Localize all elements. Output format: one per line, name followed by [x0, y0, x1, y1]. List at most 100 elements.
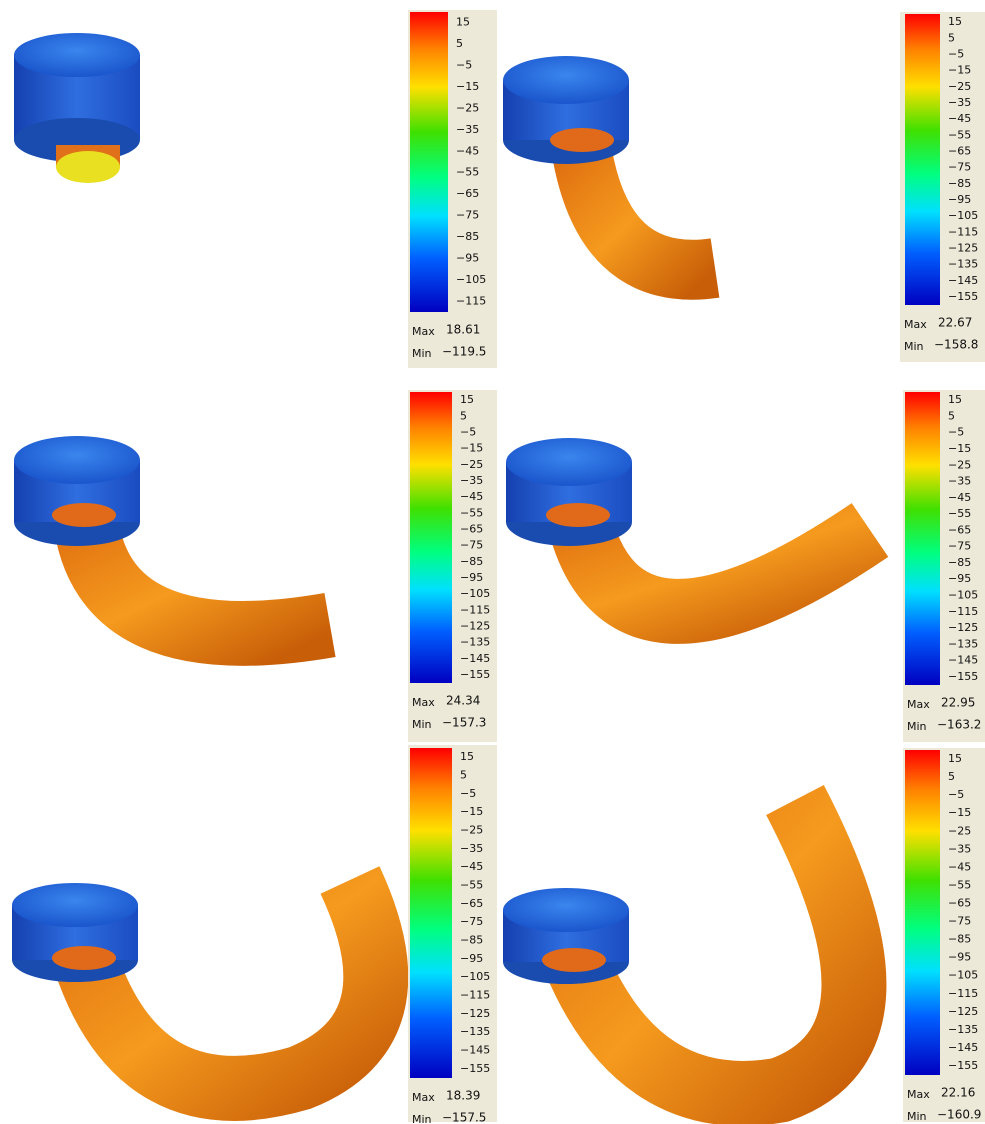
- min-label: Min: [412, 347, 432, 360]
- min-value: −157.5: [442, 1111, 486, 1124]
- legend-label: −35: [948, 96, 971, 109]
- color-bar: [905, 750, 940, 1075]
- legend-label: −25: [948, 824, 971, 837]
- legend-label: −55: [948, 128, 971, 141]
- legend-label: −145: [460, 652, 490, 665]
- legend-label: −85: [456, 230, 479, 243]
- legend-label: −5: [948, 47, 964, 60]
- min-value: −119.5: [442, 345, 486, 359]
- legend-label: −95: [456, 251, 479, 264]
- legend-label: −105: [948, 588, 978, 601]
- legend-label: −75: [948, 915, 971, 928]
- legend-label: −115: [948, 225, 978, 238]
- min-label: Min: [904, 340, 924, 353]
- legend-label: −85: [460, 934, 483, 947]
- min-label: Min: [907, 720, 927, 733]
- legend-label: −105: [948, 209, 978, 222]
- legend-label: −15: [460, 442, 483, 455]
- legend-label: −25: [460, 824, 483, 837]
- legend-label: −95: [460, 952, 483, 965]
- legend-label: −125: [460, 1007, 490, 1020]
- legend-label: −65: [948, 896, 971, 909]
- legends: 155−5−15−25−35−45−55−65−75−85−95−105−115…: [408, 10, 985, 1124]
- legend-label: 15: [948, 393, 962, 406]
- max-label: Max: [907, 1088, 930, 1101]
- legend-label: −95: [948, 951, 971, 964]
- legend-label: −65: [460, 897, 483, 910]
- max-value: 22.16: [941, 1086, 975, 1100]
- legend-label: −155: [948, 1059, 978, 1072]
- legend-label: −15: [456, 80, 479, 93]
- legend-label: 5: [948, 409, 955, 422]
- max-value: 24.34: [446, 694, 480, 708]
- max-value: 22.95: [941, 696, 975, 710]
- legend-label: −55: [948, 507, 971, 520]
- legend-label: −75: [460, 915, 483, 928]
- max-label: Max: [412, 1091, 435, 1104]
- legend-label: −85: [948, 177, 971, 190]
- max-label: Max: [412, 696, 435, 709]
- legend-label: −45: [456, 144, 479, 157]
- legend-label: −105: [456, 273, 486, 286]
- legend-label: −125: [948, 621, 978, 634]
- legend-label: −5: [948, 426, 964, 439]
- legend-label: −135: [948, 637, 978, 650]
- legend-label: −35: [460, 474, 483, 487]
- legend-label: −125: [460, 619, 490, 632]
- legend-label: −5: [460, 787, 476, 800]
- legend-label: −55: [460, 506, 483, 519]
- color-bar: [410, 392, 452, 683]
- legend-label: −5: [456, 59, 472, 72]
- legend-label: −45: [460, 490, 483, 503]
- legend-label: −75: [456, 209, 479, 222]
- legend-label: −95: [460, 571, 483, 584]
- color-bar: [410, 12, 448, 312]
- legend-label: −145: [948, 274, 978, 287]
- legend-label: −15: [948, 442, 971, 455]
- legend-label: −115: [948, 605, 978, 618]
- legend-label: −65: [456, 187, 479, 200]
- legend-label: 5: [460, 409, 467, 422]
- legend-label: −135: [948, 1023, 978, 1036]
- legend-label: 5: [456, 37, 463, 50]
- min-value: −158.8: [934, 338, 978, 352]
- legend-label: −75: [948, 161, 971, 174]
- min-value: −160.9: [937, 1108, 981, 1122]
- legend-label: −155: [460, 668, 490, 681]
- color-bar: [410, 748, 452, 1078]
- legend-label: −125: [948, 1005, 978, 1018]
- legend-label: −55: [456, 166, 479, 179]
- legend-label: −35: [948, 475, 971, 488]
- legend-label: −35: [460, 842, 483, 855]
- min-value: −163.2: [937, 718, 981, 732]
- legend-label: −115: [460, 603, 490, 616]
- legend-label: −45: [948, 860, 971, 873]
- legend-label: −105: [460, 587, 490, 600]
- max-label: Max: [904, 318, 927, 331]
- legend-label: −25: [948, 80, 971, 93]
- legend-label: −25: [456, 101, 479, 114]
- legend-label: −75: [948, 540, 971, 553]
- legend-label: −155: [460, 1062, 490, 1075]
- legend-label: −45: [460, 860, 483, 873]
- max-value: 18.39: [446, 1089, 480, 1103]
- legend-label: −155: [948, 290, 978, 303]
- legend-label: −55: [948, 878, 971, 891]
- legend-label: −15: [460, 805, 483, 818]
- legend-label: −25: [948, 458, 971, 471]
- legend-label: 5: [460, 769, 467, 782]
- legend-label: −35: [948, 842, 971, 855]
- min-label: Min: [412, 1113, 432, 1124]
- legend-label: −135: [460, 1025, 490, 1038]
- legend-label: −45: [948, 491, 971, 504]
- max-value: 18.61: [446, 323, 480, 337]
- legend-label: −135: [460, 636, 490, 649]
- max-label: Max: [412, 325, 435, 338]
- legend-label: −5: [460, 425, 476, 438]
- max-value: 22.67: [938, 316, 972, 330]
- legend-label: 15: [460, 750, 474, 763]
- color-bar: [905, 392, 940, 685]
- legend-label: −5: [948, 788, 964, 801]
- legend-label: −145: [948, 1041, 978, 1054]
- legend-label: −95: [948, 193, 971, 206]
